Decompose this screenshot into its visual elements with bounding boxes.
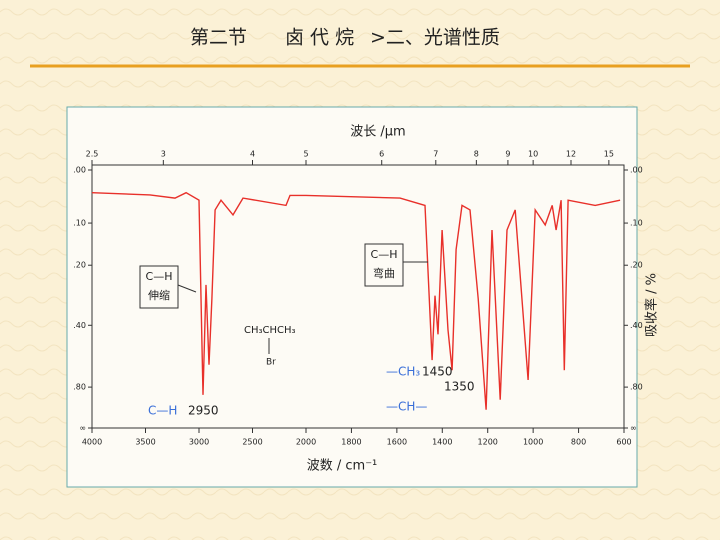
annotation: CH₃CHCH₃ bbox=[244, 325, 296, 336]
y-tick-label: .20 bbox=[73, 261, 86, 270]
annotation: 弯曲 bbox=[373, 266, 395, 280]
spectrum-line bbox=[91, 191, 621, 410]
x-tick-label: 4000 bbox=[82, 438, 102, 447]
x-tick-label: 2500 bbox=[242, 438, 262, 447]
x2-tick-label: 4 bbox=[250, 150, 255, 159]
y-axis-label: 吸收率 / % bbox=[644, 273, 660, 337]
x-tick-label: 1800 bbox=[341, 438, 361, 447]
annotation-box bbox=[139, 265, 179, 309]
annotation: 伸缩 bbox=[148, 289, 170, 302]
annotation: C—H bbox=[146, 270, 173, 283]
x2-tick-label: 3 bbox=[161, 150, 166, 159]
x-tick-label: 1200 bbox=[478, 438, 498, 447]
x2-tick-label: 12 bbox=[566, 150, 576, 159]
x2-tick-label: 5 bbox=[303, 150, 308, 159]
x2-axis-label: 波长 /μm bbox=[350, 125, 405, 140]
annotation: C—H bbox=[371, 248, 398, 261]
y-tick-label: .00 bbox=[73, 166, 86, 175]
y-tick-label: .40 bbox=[73, 321, 86, 330]
x-tick-label: 1000 bbox=[523, 438, 543, 447]
x-axis-label: 波数 / cm⁻¹ bbox=[307, 459, 378, 474]
annotation: 1450 bbox=[422, 365, 453, 379]
x-tick-label: 1400 bbox=[432, 438, 452, 447]
y2-tick-label: .00 bbox=[630, 166, 643, 175]
x-tick-label: 800 bbox=[571, 438, 586, 447]
x-tick-label: 3000 bbox=[189, 438, 209, 447]
annotation: 1350 bbox=[444, 380, 475, 394]
annotation: —CH— bbox=[386, 400, 427, 414]
x-tick-label: 1600 bbox=[387, 438, 407, 447]
annotation: —CH₃ bbox=[386, 365, 420, 379]
x-tick-label: 2000 bbox=[296, 438, 316, 447]
x2-tick-label: 8 bbox=[474, 150, 479, 159]
x2-tick-label: 6 bbox=[379, 150, 384, 159]
y2-tick-label: .80 bbox=[630, 383, 643, 392]
annotation-arrow bbox=[177, 284, 197, 293]
annotation: 2950 bbox=[188, 404, 219, 418]
plot-frame bbox=[91, 164, 625, 429]
y-tick-label: .10 bbox=[73, 219, 86, 228]
y2-tick-label: .20 bbox=[630, 261, 643, 270]
topic: 卤 代 烷 bbox=[285, 27, 354, 49]
figure-frame bbox=[66, 106, 638, 488]
subtitle: >二、光谱性质 bbox=[370, 27, 500, 49]
y2-tick-label: ∞ bbox=[630, 424, 637, 433]
x-tick-label: 600 bbox=[616, 438, 631, 447]
x2-tick-label: 10 bbox=[528, 150, 538, 159]
annotation: Br bbox=[266, 358, 276, 368]
x-tick-label: 3500 bbox=[135, 438, 155, 447]
x2-tick-label: 2.5 bbox=[86, 150, 99, 159]
y-tick-label: .80 bbox=[73, 383, 86, 392]
y-tick-label: ∞ bbox=[79, 424, 86, 433]
annotation-box bbox=[364, 243, 404, 287]
x2-tick-label: 9 bbox=[505, 150, 510, 159]
annotation: C—H bbox=[148, 404, 177, 418]
x2-tick-label: 15 bbox=[604, 150, 614, 159]
y2-tick-label: .40 bbox=[630, 321, 643, 330]
plot: 4000 3500 3000 2500 2000 1800 1600 1400 1200 1000… bbox=[73, 125, 659, 474]
section: 第二节 bbox=[190, 27, 247, 49]
x2-tick-label: 7 bbox=[433, 150, 438, 159]
y2-tick-label: .10 bbox=[630, 219, 643, 228]
